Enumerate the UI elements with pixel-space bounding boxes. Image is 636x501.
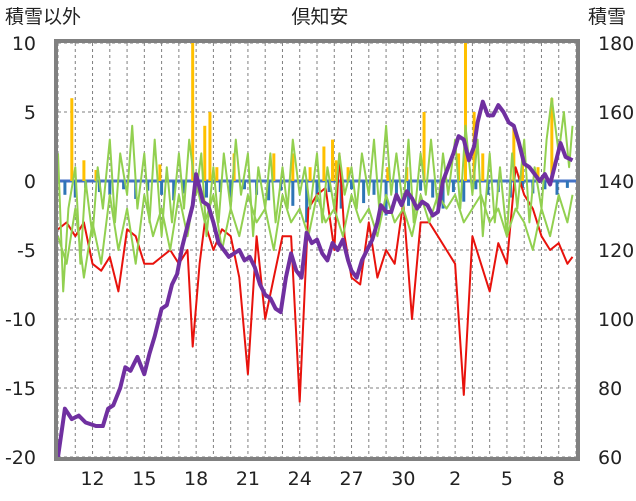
bar-mark [204, 181, 208, 198]
line-series [56, 97, 574, 458]
bar-mark [431, 181, 435, 198]
series-line [57, 180, 574, 279]
bar-mark [82, 160, 86, 181]
left-tick-label: -10 [5, 309, 36, 331]
bar-mark [229, 181, 233, 202]
bar-mark [441, 181, 445, 209]
bar-mark [272, 153, 276, 181]
bar-mark [394, 181, 398, 198]
x-tick-label: 18 [184, 468, 208, 490]
right-tick-labels: 180 160 140 120 100 80 60 [598, 33, 634, 469]
x-tick-label: 30 [391, 468, 415, 490]
bar-mark [308, 167, 312, 181]
right-tick-label: 80 [598, 378, 622, 400]
bar-mark [350, 181, 354, 190]
left-tick-labels: 10 5 0 -5 -10 -15 -20 [5, 33, 36, 469]
bar-mark [565, 181, 569, 188]
bar-mark [512, 125, 516, 181]
right-tick-label: 140 [598, 171, 634, 193]
chart-title: 倶知安 [291, 6, 348, 28]
bar-mark [536, 167, 540, 181]
bar-mark [463, 43, 467, 181]
bar-mark [543, 181, 547, 190]
bar-mark [63, 181, 67, 195]
x-tick-label: 24 [288, 468, 312, 490]
bar-mark [334, 160, 338, 181]
x-tick-label: 5 [501, 468, 513, 490]
x-tick-label: 27 [339, 468, 363, 490]
bar-mark [70, 98, 74, 181]
bar-mark [372, 181, 376, 195]
bar-mark [362, 181, 366, 204]
bar-mark [242, 181, 246, 190]
bar-mark [122, 181, 126, 190]
series-line [57, 97, 574, 293]
x-tick-label: 2 [449, 468, 461, 490]
bar-mark [146, 181, 150, 191]
bar-mark [215, 167, 219, 181]
bar-mark [94, 169, 98, 181]
bar-mark [305, 181, 309, 223]
right-tick-label: 180 [598, 33, 634, 55]
bar-mark [422, 112, 426, 181]
bar-mark [73, 181, 77, 198]
right-tick-label: 60 [598, 447, 622, 469]
left-axis-title: 積雪以外 [5, 6, 81, 28]
left-tick-label: -20 [5, 447, 36, 469]
bar-mark [322, 146, 326, 181]
x-tick-label: 21 [236, 468, 260, 490]
right-tick-label: 160 [598, 102, 634, 124]
left-tick-label: 5 [24, 102, 36, 124]
bar-mark [291, 181, 295, 206]
bar-mark [520, 181, 524, 188]
bar-mark [191, 43, 195, 181]
left-tick-label: -5 [17, 240, 36, 262]
x-tick-label: 12 [80, 468, 104, 490]
x-tick-labels: 12 15 18 21 24 27 30 2 5 8 [80, 468, 564, 490]
bar-mark [267, 181, 271, 201]
bar-mark [108, 181, 112, 195]
bar-mark [419, 181, 423, 191]
bar-mark [474, 181, 478, 190]
right-tick-label: 100 [598, 309, 634, 331]
right-tick-label: 120 [598, 240, 634, 262]
left-tick-label: 0 [24, 171, 36, 193]
bar-mark [451, 181, 455, 193]
bar-mark [158, 164, 162, 181]
bar-mark [520, 153, 524, 181]
bar-mark [172, 181, 176, 201]
bar-mark [208, 112, 212, 181]
bar-mark [291, 153, 295, 181]
right-axis-title: 積雪 [588, 6, 626, 28]
bar-mark [555, 181, 559, 195]
left-tick-label: -15 [5, 378, 36, 400]
bar-mark [203, 125, 207, 181]
left-tick-label: 10 [12, 33, 36, 55]
bar-mark [346, 167, 350, 181]
bar-mark [160, 181, 164, 195]
bar-mark [315, 181, 319, 202]
bar-mark [481, 153, 485, 181]
bar-mark [327, 181, 331, 193]
plot-frame [54, 39, 580, 461]
bar-mark [331, 139, 335, 181]
series-line [56, 99, 574, 458]
bar-mark [462, 181, 466, 202]
x-tick-label: 8 [553, 468, 565, 490]
bar-mark [182, 181, 186, 194]
bar-mark [386, 167, 390, 181]
bar-mark [486, 181, 490, 195]
x-tick-label: 15 [132, 468, 156, 490]
bar-mark [457, 153, 461, 181]
bar-mark [550, 98, 554, 181]
